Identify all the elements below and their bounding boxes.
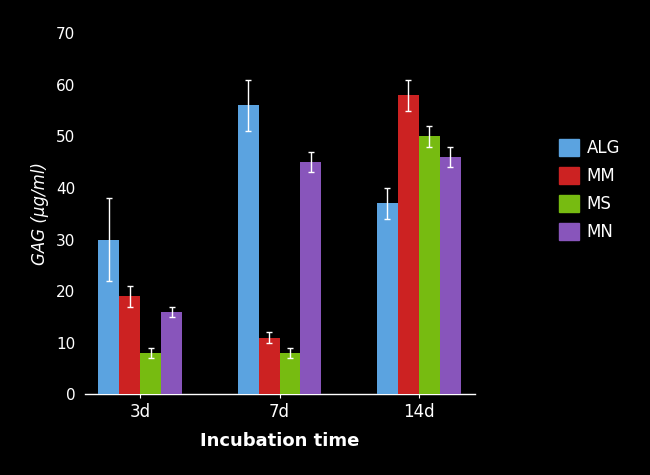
Bar bbox=[439, 157, 461, 394]
Bar bbox=[300, 162, 321, 394]
Y-axis label: GAG (μg/ml): GAG (μg/ml) bbox=[31, 162, 49, 265]
Bar bbox=[377, 203, 398, 394]
Legend: ALG, MM, MS, MN: ALG, MM, MS, MN bbox=[550, 130, 629, 250]
Bar bbox=[161, 312, 182, 394]
Bar bbox=[398, 95, 419, 394]
Bar bbox=[280, 353, 300, 394]
Bar bbox=[238, 105, 259, 394]
Bar bbox=[120, 296, 140, 394]
Bar bbox=[259, 338, 280, 394]
Bar bbox=[419, 136, 439, 394]
Bar bbox=[98, 239, 120, 394]
X-axis label: Incubation time: Incubation time bbox=[200, 432, 359, 450]
Bar bbox=[140, 353, 161, 394]
